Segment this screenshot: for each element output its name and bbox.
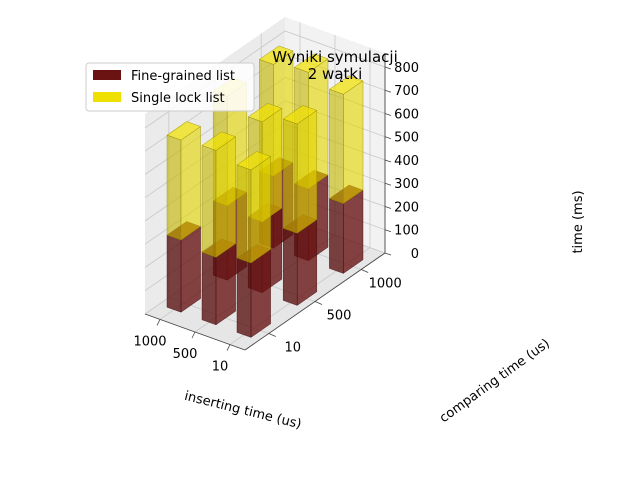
bar-fine-grained-side-face: [180, 226, 201, 313]
legend-swatch-fine-grained: [93, 70, 121, 80]
z-tick-label: 400: [394, 154, 419, 169]
legend-frame: [85, 62, 255, 112]
tick-labels: 1000 500 10 10 500 1000 0 100 200 300 400 500 600 700…: [133, 61, 419, 375]
z-tick-label: 500: [394, 131, 419, 146]
y-tick-mark: [314, 301, 323, 305]
bar-single-lock-front-face: [166, 134, 182, 241]
y-axis-label: comparing time (us): [437, 336, 553, 426]
bar-single-lock-front-face: [329, 89, 344, 204]
chart-title: Wyniki symulacji: [272, 48, 398, 66]
x-tick-label: 10: [212, 360, 229, 375]
z-tick-mark: [384, 229, 392, 233]
z-tick-mark: [384, 159, 392, 163]
z-tick-label: 0: [411, 247, 419, 262]
bar-single-lock-top-face: [328, 75, 364, 95]
bar-single-lock: [166, 121, 202, 241]
z-tick-label: 100: [394, 224, 419, 239]
legend-swatch-single-lock: [93, 92, 121, 102]
bars-layer: [166, 45, 364, 338]
bar-fine-grained-front-face: [236, 257, 252, 338]
bar-fine-grained-side-face: [250, 249, 271, 338]
bar-single-lock-top-face: [247, 103, 283, 123]
bar-fine-grained-front-face: [283, 228, 298, 306]
z-tick-mark: [384, 136, 392, 140]
x-tick-label: 500: [173, 347, 198, 362]
bar-single-lock-side-face: [215, 136, 236, 258]
legend: Fine-grained list Single lock list: [85, 62, 255, 112]
y-tick-label: 1000: [369, 276, 402, 291]
y-tick-mark: [361, 269, 369, 273]
bar-fine-grained-front-face: [201, 252, 217, 326]
z-tick-mark: [384, 206, 392, 209]
x-tick-mark: [191, 331, 196, 339]
z-tick-mark: [384, 113, 392, 116]
z-tick-label: 700: [394, 84, 419, 99]
bar-single-lock: [201, 131, 237, 258]
x-tick-label: 1000: [133, 334, 166, 349]
x-axis-label: inserting time (us): [183, 389, 303, 433]
z-tick-label: 200: [394, 200, 419, 215]
bar-single-lock-front-face: [201, 145, 217, 258]
bar-single-lock: [328, 75, 364, 204]
bar-single-lock-side-face: [297, 110, 317, 234]
z-tick-mark: [384, 252, 392, 256]
legend-label-single-lock: Single lock list: [131, 91, 225, 106]
bar-fine-grained-front-face: [166, 234, 182, 313]
bar-single-lock-top-face: [293, 53, 329, 73]
bar-fine-grained-side-face: [297, 219, 317, 306]
bar-single-lock-side-face: [180, 126, 201, 241]
bar-single-lock-top-face: [166, 121, 202, 141]
z-tick-label: 300: [394, 177, 419, 192]
bar-single-lock-side-face: [343, 80, 364, 204]
bar-fine-grained-front-face: [329, 198, 344, 274]
bar-single-lock-front-face: [283, 118, 298, 234]
y-tick-label: 10: [285, 341, 302, 356]
y-tick-mark: [268, 333, 276, 337]
bar-single-lock-front-face: [236, 164, 252, 264]
z-tick-mark: [384, 66, 392, 70]
bar-single-lock-top-face: [282, 105, 318, 125]
legend-label-fine-grained: Fine-grained list: [131, 69, 235, 84]
bar-single-lock-top-face: [236, 151, 272, 171]
z-tick-mark: [384, 89, 392, 93]
z-axis-label: time (ms): [571, 190, 586, 253]
bar-single-lock-side-face: [250, 156, 271, 264]
z-tick-label: 800: [394, 61, 419, 76]
bar-single-lock: [236, 151, 272, 264]
z-tick-label: 600: [394, 107, 419, 122]
z-tick-mark: [384, 182, 392, 186]
bar-fine-grained-side-face: [343, 189, 364, 274]
y-tick-label: 500: [327, 309, 352, 324]
bar-single-lock: [282, 105, 318, 234]
chart-subtitle: 2 wątki: [308, 65, 363, 83]
bar-single-lock-top-face: [258, 45, 294, 65]
x-tick-mark: [226, 344, 231, 351]
bar-single-lock-top-face: [201, 131, 237, 151]
bar-fine-grained-side-face: [215, 243, 236, 326]
x-tick-mark: [156, 319, 161, 326]
